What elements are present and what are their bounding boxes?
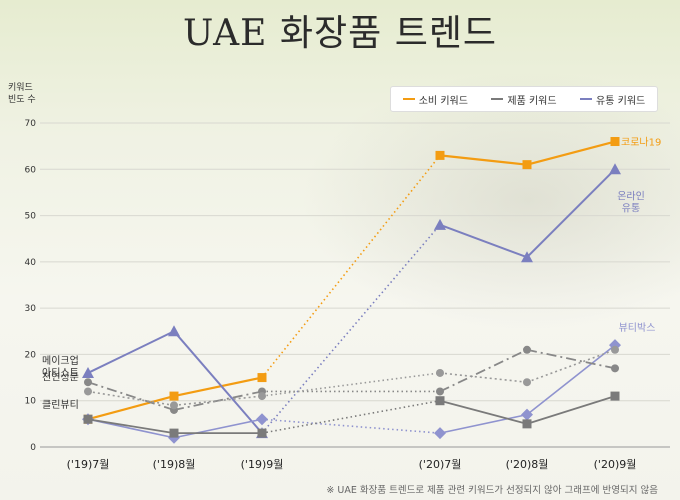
series-0-segment xyxy=(87,395,175,421)
footnote: ※ UAE 화장품 트렌드로 제품 관련 키워드가 선정되지 않아 그래프에 반… xyxy=(326,485,658,496)
legend-item-distribution: 유통 키워드 xyxy=(580,92,645,107)
y-axis-label-line2: 빈도 수 xyxy=(8,95,36,105)
legend-swatch-consumption xyxy=(402,98,415,100)
series-4-segment xyxy=(261,372,441,397)
series-label: 클린뷰티 xyxy=(42,399,79,411)
x-tick-label: ('19)7월 xyxy=(67,458,110,471)
y-tick-label: 50 xyxy=(25,212,37,222)
series-label: 천연성분 xyxy=(42,371,79,383)
series-5-segment xyxy=(526,395,616,425)
series-4-point xyxy=(258,392,266,401)
series-3-point xyxy=(436,387,444,396)
y-axis-label-line1: 키워드 xyxy=(8,83,33,93)
legend-swatch-distribution xyxy=(580,98,593,100)
series-label: 코로나19 xyxy=(621,137,661,149)
series-0-point xyxy=(435,150,445,160)
series-3-segment xyxy=(439,348,528,393)
series-1-segment xyxy=(439,223,528,259)
y-tick-label: 40 xyxy=(25,258,37,268)
series-0-point xyxy=(522,160,532,170)
legend-label-consumption: 소비 키워드 xyxy=(418,95,468,107)
legend-item-consumption: 소비 키워드 xyxy=(402,92,468,107)
series-1-segment xyxy=(526,168,616,258)
legend-label-distribution: 유통 키워드 xyxy=(596,95,646,107)
series-0-point xyxy=(610,137,620,147)
legend-swatch-product xyxy=(491,98,504,100)
series-3-segment xyxy=(526,348,616,370)
y-tick-label: 0 xyxy=(30,443,36,453)
series-0-segment xyxy=(526,140,616,166)
series-2-segment xyxy=(439,413,528,434)
series-5-point xyxy=(257,428,267,438)
series-0-segment xyxy=(173,376,263,398)
legend-label-product: 제품 키워드 xyxy=(507,95,557,107)
series-1-point xyxy=(609,163,621,175)
series-label: 유통 xyxy=(622,202,640,214)
series-0-point xyxy=(169,391,179,401)
y-axis-label: 키워드 빈도 수 xyxy=(8,82,54,106)
x-tick-label: ('20)7월 xyxy=(419,458,462,471)
series-4-point xyxy=(523,378,531,387)
series-0-point xyxy=(257,373,267,383)
chart-title: UAE 화장품 트렌드 xyxy=(182,13,498,54)
y-tick-label: 70 xyxy=(25,119,37,129)
series-5-segment xyxy=(261,399,441,434)
x-tick-label: ('20)9월 xyxy=(594,458,637,471)
series-2-point xyxy=(256,413,268,426)
legend-item-product: 제품 키워드 xyxy=(491,92,557,107)
y-tick-label: 60 xyxy=(25,165,37,175)
series-2-point xyxy=(434,427,446,440)
legend: 소비 키워드 제품 키워드 유통 키워드 xyxy=(390,86,658,112)
series-5-point xyxy=(83,414,93,424)
series-4-segment xyxy=(526,349,616,383)
series-0-segment xyxy=(439,154,528,166)
series-2-segment xyxy=(173,418,263,439)
series-3-segment xyxy=(173,390,263,411)
y-tick-label: 30 xyxy=(25,304,37,314)
series-4-point xyxy=(611,345,619,354)
series-label: 아티스트 xyxy=(42,367,79,379)
x-tick-label: ('19)8월 xyxy=(153,458,196,471)
background-decoration xyxy=(300,70,680,330)
series-4-segment xyxy=(439,372,528,383)
series-4-point xyxy=(436,368,444,377)
series-label: 뷰티박스 xyxy=(619,322,656,334)
series-5-segment xyxy=(439,399,528,425)
series-1-segment xyxy=(87,330,175,374)
y-tick-label: 10 xyxy=(25,397,37,407)
series-5-point xyxy=(522,419,532,429)
series-1-point xyxy=(434,218,446,230)
series-label: 온라인 xyxy=(617,190,645,202)
series-4-segment xyxy=(87,390,175,407)
series-1-point xyxy=(82,366,94,378)
series-2-segment xyxy=(526,344,616,416)
series-label: 메이크업 xyxy=(42,354,79,367)
series-1-point xyxy=(521,251,533,263)
series-1-point xyxy=(168,325,180,337)
series-4-point xyxy=(170,401,178,410)
series-2-segment xyxy=(261,418,441,434)
series-5-point xyxy=(435,396,445,406)
y-tick-label: 20 xyxy=(25,350,37,360)
series-1-segment xyxy=(261,224,441,434)
series-5-segment xyxy=(87,418,175,435)
x-tick-label: ('19)9월 xyxy=(241,458,284,471)
series-3-point xyxy=(84,378,92,387)
series-4-point xyxy=(84,387,92,396)
series-5-point xyxy=(169,428,179,438)
series-3-point xyxy=(611,364,619,373)
series-2-point xyxy=(521,408,533,421)
series-1-segment xyxy=(173,330,263,434)
series-5-point xyxy=(610,391,620,401)
x-tick-label: ('20)8월 xyxy=(506,458,549,471)
series-0-segment xyxy=(261,154,441,379)
series-3-point xyxy=(523,345,531,354)
series-3-segment xyxy=(87,381,175,411)
